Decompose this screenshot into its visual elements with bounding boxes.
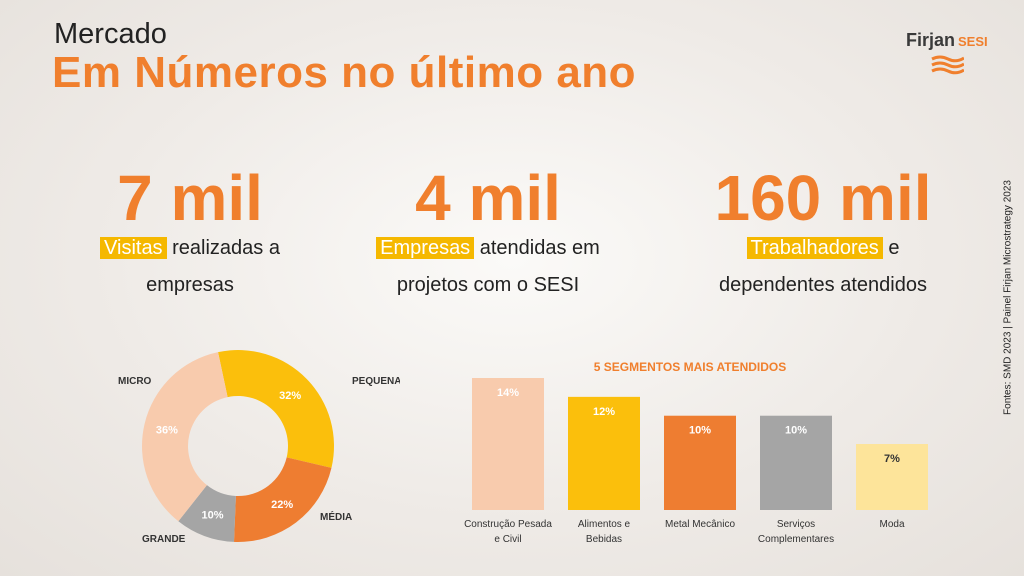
donut-slice-pequena — [218, 350, 334, 468]
donut-chart: 32% PEQUENA 22% MÉDIA 10% GRANDE 36% MICRO — [118, 350, 400, 545]
stat-highlight: Visitas — [100, 237, 167, 259]
stat-rest: e — [888, 237, 900, 259]
stat-description: Visitas realizadas a empresas — [40, 230, 340, 304]
donut-slice-grande — [178, 485, 236, 542]
bar-chart-title: 5 SEGMENTOS MAIS ATENDIDOS — [593, 360, 787, 374]
donut-data-label: 22% — [271, 499, 293, 511]
stat-description: Trabalhadores e dependentes atendidos — [673, 230, 973, 304]
firjan-sesi-logo: Firjan SESI — [906, 30, 996, 80]
logo-sub: SESI — [958, 34, 988, 49]
donut-slice-micro — [142, 352, 228, 522]
source-note: Fontes: SMD 2023 | Painel Firjan Microst… — [1001, 174, 1017, 424]
bar-data-label: 12% — [593, 406, 615, 418]
stat-highlight: Trabalhadores — [746, 237, 883, 259]
donut-data-label: 36% — [156, 424, 178, 436]
bar-category-label: Serviços — [777, 519, 815, 530]
donut-category-label: MICRO — [118, 376, 152, 387]
bar — [568, 396, 640, 510]
bar-chart: 14% Construção Pesada e Civil 12% Alimentos … — [464, 378, 928, 545]
stat-value: 160 mil — [714, 162, 932, 234]
bar — [760, 415, 832, 510]
bar-category-label: e Civil — [494, 534, 521, 545]
bar-data-label: 14% — [497, 387, 519, 399]
stat-line2: dependentes atendidos — [719, 274, 927, 296]
logo-waves-icon — [931, 55, 964, 75]
stat-rest: atendidas em — [479, 237, 600, 259]
donut-category-label: GRANDE — [142, 534, 186, 545]
stat-highlight: Empresas — [376, 237, 475, 259]
bar-category-label: Metal Mecânico — [665, 519, 735, 530]
stat-line2: empresas — [146, 274, 234, 296]
bar — [664, 415, 736, 510]
logo-brand: Firjan — [906, 30, 956, 50]
stat-description: Empresas atendidas em projetos com o SES… — [338, 230, 638, 304]
bar-category-label: Construção Pesada — [464, 519, 552, 530]
stat-line2: projetos com o SESI — [396, 274, 580, 296]
stat-rest: realizadas a — [172, 237, 280, 259]
donut-data-label: 10% — [202, 509, 224, 521]
stat-empresas: 4 mil Empresas atendidas em projetos com… — [338, 162, 638, 304]
bar-category-label: Complementares — [758, 534, 834, 545]
stat-value: 4 mil — [415, 162, 561, 234]
bar — [856, 444, 928, 510]
bar-data-label: 10% — [689, 425, 711, 437]
donut-category-label: PEQUENA — [352, 376, 400, 387]
stat-visitas: 7 mil Visitas realizadas a empresas — [40, 162, 340, 304]
bar-data-label: 7% — [884, 453, 900, 465]
donut-slice-média — [233, 457, 332, 542]
page-title-line2: Em Números no último ano — [52, 48, 637, 97]
source-text: Fontes: SMD 2023 | Painel Firjan Microst… — [1002, 180, 1014, 415]
stat-value: 7 mil — [117, 162, 263, 234]
bar-category-label: Alimentos e — [578, 519, 631, 530]
bar-category-label: Bebidas — [586, 534, 622, 545]
page-title-line1: Mercado — [54, 18, 167, 50]
bar-data-label: 10% — [785, 425, 807, 437]
bar-category-label: Moda — [879, 519, 904, 530]
donut-category-label: MÉDIA — [320, 510, 352, 523]
stat-trabalhadores: 160 mil Trabalhadores e dependentes aten… — [673, 162, 973, 304]
bar — [472, 378, 544, 510]
donut-data-label: 32% — [279, 390, 301, 402]
